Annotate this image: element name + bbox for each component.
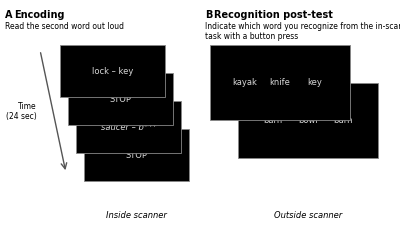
Bar <box>60 45 165 97</box>
Text: STOP: STOP <box>110 94 132 103</box>
Text: STOP: STOP <box>126 151 148 159</box>
Text: B: B <box>205 10 212 20</box>
Text: Inside scanner: Inside scanner <box>106 211 167 220</box>
Text: burn: burn <box>333 116 353 125</box>
Bar <box>76 101 181 153</box>
Text: Recognition post-test: Recognition post-test <box>214 10 333 20</box>
Bar <box>238 83 378 158</box>
Text: lock – key: lock – key <box>92 67 133 76</box>
Text: Outside scanner: Outside scanner <box>274 211 342 220</box>
Text: Read the second word out loud: Read the second word out loud <box>5 22 124 31</box>
Text: barn: barn <box>263 116 283 125</box>
Bar <box>84 129 189 181</box>
Bar <box>210 45 350 120</box>
Text: kayak: kayak <box>232 78 258 87</box>
Text: Time
(24 sec): Time (24 sec) <box>6 102 37 121</box>
Text: bowl: bowl <box>298 116 318 125</box>
Text: key: key <box>308 78 322 87</box>
Text: Indicate which word you recognize from the in-scanner
task with a button press: Indicate which word you recognize from t… <box>205 22 400 41</box>
Text: saucer – b***: saucer – b*** <box>101 122 156 131</box>
Text: A: A <box>5 10 12 20</box>
Bar <box>68 73 173 125</box>
Text: knife: knife <box>270 78 290 87</box>
Text: Encoding: Encoding <box>14 10 64 20</box>
